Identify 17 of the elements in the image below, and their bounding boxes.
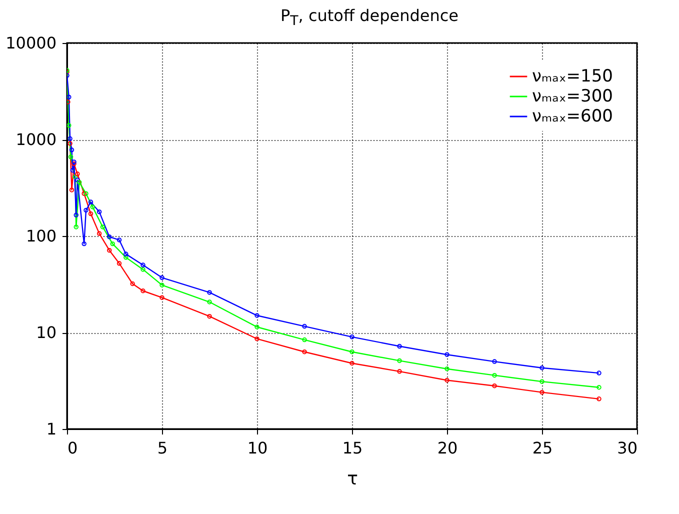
x-tick-label: 25 bbox=[532, 438, 553, 458]
legend-label: νₘₐₓ=150 bbox=[532, 66, 613, 86]
x-tick-label: 15 bbox=[342, 438, 363, 458]
x-tick-label: 5 bbox=[157, 438, 168, 458]
legend-label: νₘₐₓ=300 bbox=[532, 86, 613, 106]
x-tick-label: 0 bbox=[68, 438, 78, 458]
y-tick-label: 100 bbox=[26, 226, 56, 246]
x-tick-label: 30 bbox=[617, 438, 638, 458]
y-tick-label: 1 bbox=[46, 420, 56, 438]
x-axis-title: τ bbox=[347, 468, 358, 490]
y-tick-label: 10000 bbox=[6, 34, 56, 52]
y-tick-label: 1000 bbox=[16, 130, 56, 149]
x-tick-label: 10 bbox=[247, 438, 268, 458]
legend-label: νₘₐₓ=600 bbox=[532, 106, 613, 126]
y-tick-label: 10 bbox=[36, 323, 56, 342]
x-tick-label: 20 bbox=[437, 438, 458, 458]
chart-title: P$_{T}$, cutoff dependence bbox=[279, 5, 460, 30]
